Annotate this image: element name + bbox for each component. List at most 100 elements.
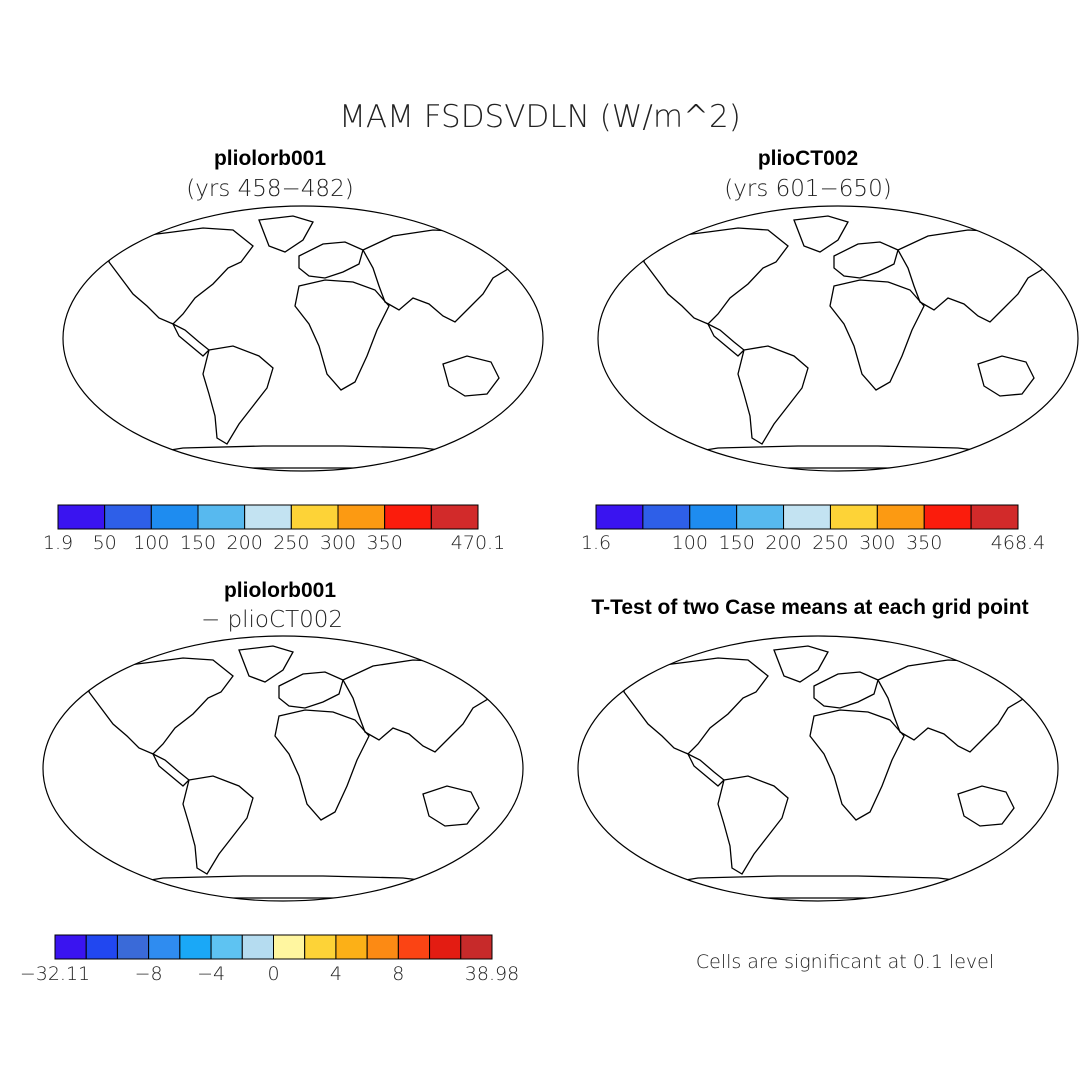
grid-cell	[535, 262, 544, 271]
grid-cell	[79, 406, 88, 415]
grid-cell	[91, 646, 100, 653]
grid-cell	[622, 414, 631, 423]
grid-cell	[495, 438, 504, 447]
grid-cell	[475, 676, 484, 685]
grid-cell	[255, 470, 264, 479]
grid-cell	[51, 660, 60, 669]
grid-cell	[926, 206, 935, 215]
grid-cell	[1014, 216, 1023, 223]
grid-cell	[622, 238, 631, 247]
grid-cell	[598, 382, 607, 391]
grid-cell	[131, 646, 140, 653]
grid-cell	[95, 246, 104, 255]
grid-cell	[109, 430, 112, 439]
grid-cell	[1070, 214, 1079, 223]
grid-cell	[431, 470, 440, 479]
grid-cell	[111, 222, 120, 231]
grid-cell	[702, 462, 711, 468]
grid-cell	[175, 206, 184, 215]
grid-cell	[391, 462, 400, 468]
grid-cell	[646, 206, 655, 215]
grid-cell	[958, 462, 967, 468]
grid-cell	[115, 636, 124, 645]
grid-cell	[491, 660, 500, 669]
grid-cell	[1038, 446, 1047, 455]
grid-cell	[67, 684, 76, 693]
grid-cell	[598, 294, 607, 303]
grid-cell	[654, 438, 663, 447]
grid-cell	[87, 454, 96, 463]
grid-cell	[499, 646, 505, 653]
grid-cell	[515, 644, 524, 653]
grid-cell	[263, 470, 272, 479]
grid-cell	[646, 454, 655, 463]
grid-cell	[614, 214, 623, 223]
grid-cell	[1022, 238, 1031, 247]
grid-cell	[95, 438, 104, 447]
grid-cell	[127, 230, 136, 239]
grid-cell	[678, 446, 687, 455]
grid-cell	[862, 470, 871, 479]
grid-cell	[515, 652, 524, 661]
grid-cell	[998, 470, 1007, 479]
grid-cell	[511, 246, 520, 255]
grid-cell	[678, 462, 687, 468]
grid-cell	[694, 216, 703, 223]
grid-cell	[1006, 462, 1015, 468]
grid-cell	[1054, 462, 1060, 468]
grid-cell	[215, 470, 224, 479]
grid-cell	[511, 446, 520, 455]
grid-cell	[1030, 438, 1039, 447]
grid-cell	[459, 646, 468, 653]
grid-cell	[854, 470, 863, 479]
grid-cell	[343, 470, 352, 479]
grid-cell	[71, 206, 80, 215]
grid-cell	[622, 470, 631, 479]
grid-cell	[103, 470, 112, 479]
grid-cell	[67, 652, 76, 661]
grid-cell	[974, 206, 983, 215]
grid-cell	[527, 238, 536, 247]
grid-cell	[471, 470, 480, 479]
grid-cell	[379, 636, 388, 645]
grid-cell	[1014, 230, 1023, 239]
grid-cell	[63, 374, 72, 383]
grid-cell	[598, 254, 607, 263]
grid-cell	[535, 286, 544, 295]
grid-cell	[644, 422, 647, 431]
grid-cell	[519, 462, 525, 468]
grid-cell	[119, 230, 128, 239]
grid-cell	[606, 278, 615, 287]
grid-cell	[598, 446, 607, 455]
grid-cell	[43, 692, 52, 701]
grid-cell	[471, 438, 480, 447]
grid-cell	[1038, 470, 1047, 479]
grid-cell	[686, 206, 695, 215]
grid-cell	[1030, 430, 1039, 439]
grid-cell	[399, 470, 408, 479]
grid-cell	[662, 462, 671, 468]
grid-cell	[75, 684, 84, 693]
grid-cell	[614, 206, 623, 215]
grid-cell	[75, 636, 84, 645]
colorbar-tick-label: 50	[93, 532, 117, 554]
grid-cell	[519, 246, 525, 255]
grid-cell	[507, 708, 516, 717]
grid-cell	[515, 700, 524, 709]
grid-cell	[507, 644, 516, 653]
grid-cell	[159, 454, 168, 463]
grid-cell	[67, 660, 76, 669]
grid-cell	[451, 652, 460, 661]
grid-cell	[95, 430, 104, 439]
grid-cell	[99, 652, 108, 661]
grid-cell	[638, 206, 647, 215]
grid-cell	[123, 646, 132, 653]
grid-cell	[319, 470, 328, 479]
grid-cell	[71, 254, 80, 263]
grid-cell	[351, 470, 360, 479]
grid-cell	[535, 470, 544, 479]
grid-cell	[111, 206, 120, 215]
grid-cell	[487, 470, 496, 479]
grid-cell	[918, 470, 927, 479]
grid-cell	[435, 646, 444, 653]
